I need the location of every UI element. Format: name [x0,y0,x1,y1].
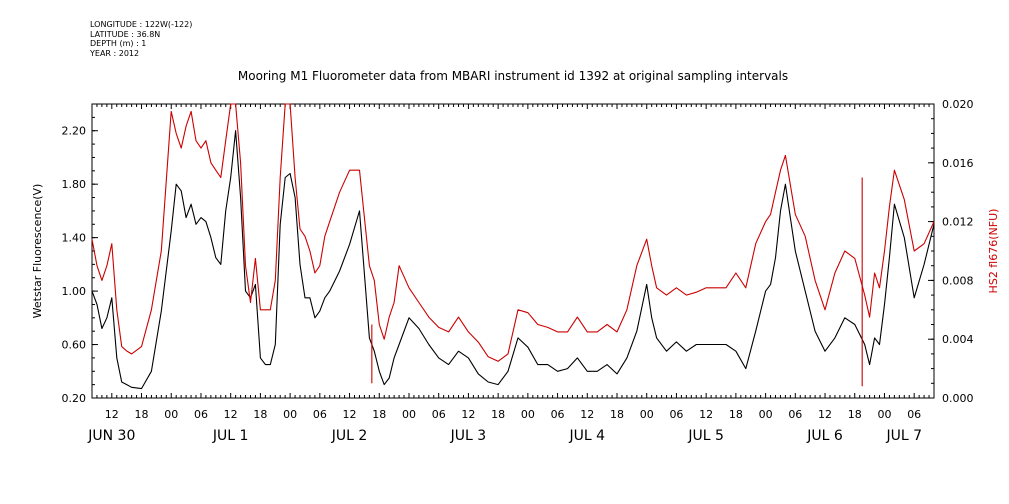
x-hour-tick-label: 06 [788,408,802,421]
latitude-label: LATITUDE : 36.8N [90,29,161,39]
x-hour-tick-label: 12 [818,408,832,421]
x-day-label: JUL 4 [569,428,606,444]
x-hour-tick-label: 12 [224,408,238,421]
series-layer [91,103,935,390]
x-hour-tick-label: 12 [343,408,357,421]
y2-tick-label: 0.000 [942,392,974,405]
x-day-label: JUL 2 [331,428,368,444]
series-line-hs2-fl676 [91,103,935,362]
x-hour-tick-label: 12 [105,408,119,421]
x-hour-tick-label: 12 [461,408,475,421]
longitude-label: LONGITUDE : 122W(-122) [90,20,193,29]
y-tick-label: 1.00 [62,285,87,298]
x-hour-tick-label: 00 [759,408,773,421]
x-day-label: JUL 1 [212,428,249,444]
axis-labels: 12 18 00 06 12 18 00 06 12 18 00 06 12 18 00 06 12 18 00 06… [62,98,974,444]
series-line-wetstar [91,130,935,390]
y2-tick-label: 0.008 [942,274,974,287]
x-hour-tick-label: 18 [253,408,267,421]
x-hour-tick-label: 06 [669,408,683,421]
x-hour-tick-label: 06 [313,408,327,421]
x-hour-tick-label: 06 [907,408,921,421]
x-hour-tick-label: 18 [491,408,505,421]
y2-axis-label: HS2 fl676(NFU) [987,209,1000,294]
x-hour-tick-label: 00 [402,408,416,421]
axis-ticks [91,103,935,399]
y2-tick-label: 0.020 [942,98,974,111]
y2-tick-label: 0.004 [942,333,974,346]
x-hour-tick-label: 18 [610,408,624,421]
x-day-label: JUN 30 [87,428,135,444]
chart-title: Mooring M1 Fluorometer data from MBARI i… [237,69,789,83]
y-tick-label: 1.80 [62,178,87,191]
depth-label: DEPTH (m) : 1 [90,39,147,48]
x-hour-tick-label: 00 [164,408,178,421]
x-hour-tick-label: 18 [848,408,862,421]
x-day-label: JUL 3 [450,428,487,444]
x-hour-tick-label: 06 [551,408,565,421]
x-hour-tick-label: 00 [640,408,654,421]
y-tick-label: 0.60 [62,339,87,352]
x-hour-tick-label: 12 [580,408,594,421]
year-label: YEAR : 2012 [90,48,140,58]
x-day-label: JUL 5 [687,428,724,444]
x-hour-tick-label: 18 [372,408,386,421]
x-hour-tick-label: 18 [135,408,149,421]
x-hour-tick-label: 12 [699,408,713,421]
x-day-label: JUL 6 [806,428,843,444]
x-hour-tick-label: 00 [283,408,297,421]
y-tick-label: 1.40 [62,232,87,245]
x-hour-tick-label: 18 [729,408,743,421]
y-tick-label: 0.20 [62,392,87,405]
y2-tick-label: 0.012 [942,216,974,229]
y-tick-label: 2.20 [62,125,87,138]
x-day-label: JUL 7 [886,428,923,444]
metadata-block: LONGITUDE : 122W(-122) LATITUDE : 36.8N … [90,20,192,58]
x-hour-tick-label: 00 [521,408,535,421]
x-hour-tick-label: 06 [194,408,208,421]
y-axis-label: Wetstar Fluorescence(V) [31,184,44,319]
y2-tick-label: 0.016 [942,157,974,170]
x-hour-tick-label: 06 [432,408,446,421]
x-hour-tick-label: 00 [877,408,891,421]
